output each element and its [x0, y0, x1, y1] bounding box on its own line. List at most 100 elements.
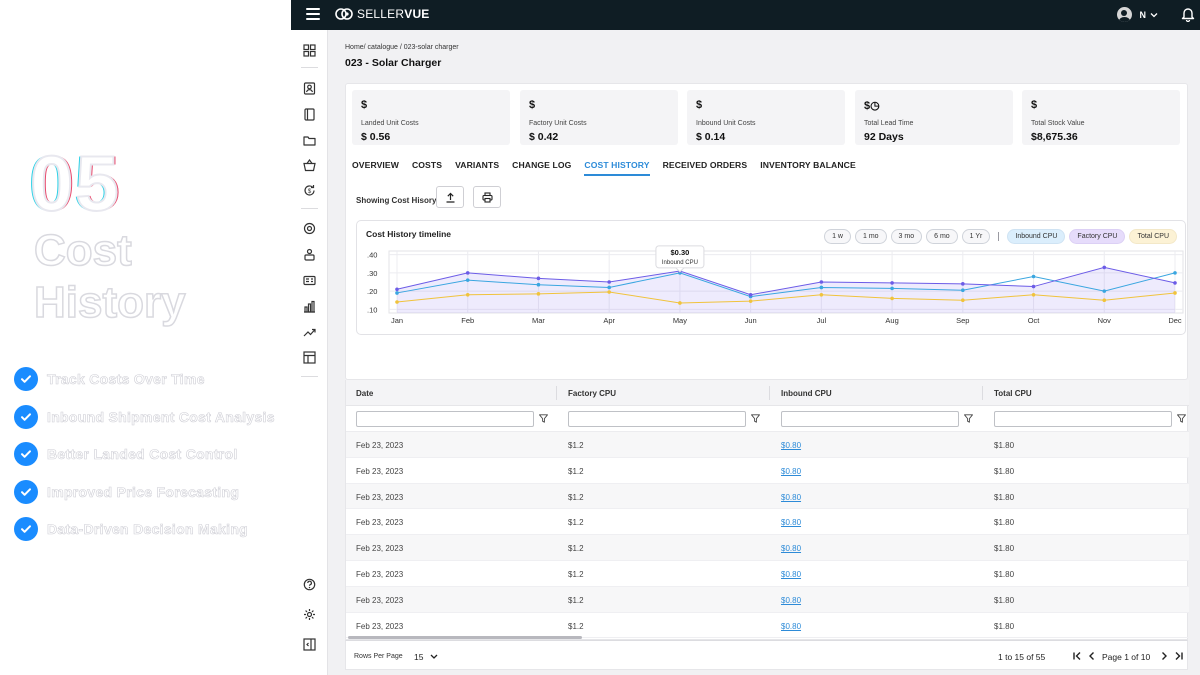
- support-icon[interactable]: [303, 222, 316, 235]
- cell-inbound-cpu-link[interactable]: $0.80: [781, 544, 802, 554]
- svg-text:$: $: [308, 189, 312, 195]
- tab-received-orders[interactable]: RECEIVED ORDERS: [662, 160, 748, 170]
- export-button[interactable]: [436, 186, 464, 208]
- app-logo[interactable]: SELLERVUE: [335, 7, 430, 21]
- date-filter-input[interactable]: [356, 411, 534, 427]
- tab-overview[interactable]: OVERVIEW: [352, 160, 399, 170]
- series-chip-inbound[interactable]: Inbound CPU: [1007, 229, 1066, 244]
- tab-inventory-balance[interactable]: INVENTORY BALANCE: [760, 160, 856, 170]
- cell-total-cpu: $1.80: [994, 492, 1015, 502]
- inbound-cpu-point: [890, 286, 894, 291]
- feature-item: Data-Driven Decision Making: [14, 517, 275, 541]
- cell-inbound-cpu-link[interactable]: $0.80: [781, 441, 802, 450]
- table-row[interactable]: Feb 23, 2023 $1.2 $0.80 $1.80: [346, 458, 1189, 484]
- collapse-panel-icon[interactable]: [303, 638, 316, 651]
- cell-total-cpu: $1.80: [994, 441, 1015, 450]
- cell-inbound-cpu-link[interactable]: $0.80: [781, 492, 802, 502]
- cell-factory-cpu: $1.2: [568, 570, 584, 579]
- user-stack-icon[interactable]: [303, 248, 316, 261]
- refresh-dollar-icon[interactable]: $: [303, 184, 316, 197]
- filter-icon[interactable]: [1177, 414, 1186, 423]
- table-row[interactable]: Feb 23, 2023 $1.2 $0.80 $1.80: [346, 509, 1189, 536]
- range-chip-3mo[interactable]: 3 mo: [890, 229, 923, 244]
- tab-cost-history[interactable]: COST HISTORY: [584, 160, 650, 176]
- total-cpu-filter-input[interactable]: [994, 411, 1172, 427]
- table-row[interactable]: Feb 23, 2023 $1.2 $0.80 $1.80: [346, 613, 1189, 639]
- id-card-icon[interactable]: [303, 274, 316, 287]
- x-tick-label: Sep: [956, 316, 969, 325]
- inbound-cpu-point: [1173, 271, 1177, 275]
- factory-cpu-point: [1173, 281, 1177, 285]
- cell-factory-cpu: $1.2: [568, 621, 584, 631]
- settings-icon[interactable]: [303, 608, 316, 621]
- check-icon: [14, 367, 38, 391]
- horizontal-scrollbar[interactable]: [348, 636, 582, 639]
- table-row[interactable]: Feb 23, 2023 $1.2 $0.80 $1.80: [346, 535, 1189, 561]
- basket-icon[interactable]: [303, 159, 316, 172]
- page-range-text: 1 to 15 of 55: [998, 652, 1046, 662]
- main-content: Home/ catalogue / 023-solar charger 023 …: [329, 30, 1200, 675]
- cell-date: Feb 23, 2023: [356, 621, 404, 631]
- bell-icon[interactable]: [1181, 6, 1195, 22]
- help-icon[interactable]: [303, 578, 316, 591]
- cell-inbound-cpu-link[interactable]: $0.80: [781, 621, 802, 631]
- user-menu[interactable]: N: [1116, 7, 1159, 22]
- column-header-date[interactable]: Date: [356, 389, 374, 398]
- contacts-icon[interactable]: [303, 82, 316, 95]
- inbound-cpu-filter-input[interactable]: [781, 411, 959, 427]
- next-page-icon[interactable]: [1159, 651, 1169, 661]
- factory-cpu-point: [465, 271, 470, 275]
- user-initial: N: [1139, 9, 1147, 20]
- dashboard-icon[interactable]: [303, 44, 316, 57]
- total-cpu-point: [1173, 291, 1177, 295]
- tooltip-value: $0.30: [671, 248, 690, 257]
- series-chip-factory[interactable]: Factory CPU: [1069, 229, 1126, 244]
- trend-icon[interactable]: [303, 326, 316, 339]
- cell-date: Feb 23, 2023: [356, 441, 404, 450]
- tab-variants[interactable]: VARIANTS: [455, 160, 500, 170]
- cell-inbound-cpu-link[interactable]: $0.80: [781, 595, 802, 605]
- filter-icon[interactable]: [964, 414, 973, 423]
- total-cpu-line: [396, 291, 1176, 304]
- showing-label: Showing Cost Hisory: [356, 196, 437, 205]
- folder-icon[interactable]: [303, 134, 316, 147]
- tab-costs[interactable]: COSTS: [411, 160, 443, 170]
- table-row[interactable]: Feb 23, 2023 $1.2 $0.80 $1.80: [346, 561, 1189, 587]
- last-page-icon[interactable]: [1174, 651, 1184, 661]
- table-row[interactable]: Feb 23, 2023 $1.2 $0.80 $1.80: [346, 432, 1189, 458]
- chart-filters: 1 w 1 mo 3 mo 6 mo 1 Yr Inbound CPU Fact…: [820, 229, 1177, 244]
- column-header-factory-cpu[interactable]: Factory CPU: [568, 389, 617, 398]
- cell-inbound-cpu-link[interactable]: $0.80: [781, 466, 802, 476]
- cell-inbound-cpu-link[interactable]: $0.80: [781, 518, 802, 528]
- factory-cpu-point: [890, 281, 894, 285]
- bar-chart-icon[interactable]: [303, 300, 316, 313]
- book-icon[interactable]: [303, 108, 316, 121]
- layout-icon[interactable]: [303, 351, 316, 364]
- tab-change-log[interactable]: CHANGE LOG: [512, 160, 572, 170]
- range-chip-1mo[interactable]: 1 mo: [854, 229, 887, 244]
- chevron-down-icon[interactable]: [430, 653, 438, 660]
- prev-page-icon[interactable]: [1087, 651, 1097, 661]
- print-button[interactable]: [473, 186, 501, 208]
- promo-panel: 05 Cost History Track Costs Over Time In…: [0, 0, 291, 675]
- menu-icon[interactable]: [306, 8, 320, 20]
- table-row[interactable]: Feb 23, 2023 $1.2 $0.80 $1.80: [346, 586, 1189, 613]
- first-page-icon[interactable]: [1072, 651, 1082, 661]
- column-header-total-cpu[interactable]: Total CPU: [994, 389, 1032, 398]
- dollar-clock-icon: $◷: [864, 100, 880, 112]
- filter-icon[interactable]: [751, 414, 760, 423]
- table-row[interactable]: Feb 23, 2023 $1.2 $0.80 $1.80: [346, 483, 1189, 510]
- range-chip-6mo[interactable]: 6 mo: [926, 229, 958, 244]
- cell-inbound-cpu-link[interactable]: $0.80: [781, 570, 802, 579]
- factory-cpu-filter-input[interactable]: [568, 411, 746, 427]
- breadcrumb[interactable]: Home/ catalogue / 023-solar charger: [345, 44, 459, 51]
- range-chip-1yr[interactable]: 1 Yr: [961, 229, 991, 244]
- factory-cpu-area: [397, 267, 1175, 313]
- y-tick-label: .10: [367, 305, 377, 314]
- column-header-inbound-cpu[interactable]: Inbound CPU: [781, 389, 832, 398]
- range-chip-1w[interactable]: 1 w: [824, 229, 851, 244]
- series-chip-total[interactable]: Total CPU: [1129, 229, 1177, 244]
- rows-per-page-select[interactable]: 15: [414, 652, 424, 662]
- filter-icon[interactable]: [539, 414, 548, 423]
- y-tick-label: .30: [367, 269, 377, 278]
